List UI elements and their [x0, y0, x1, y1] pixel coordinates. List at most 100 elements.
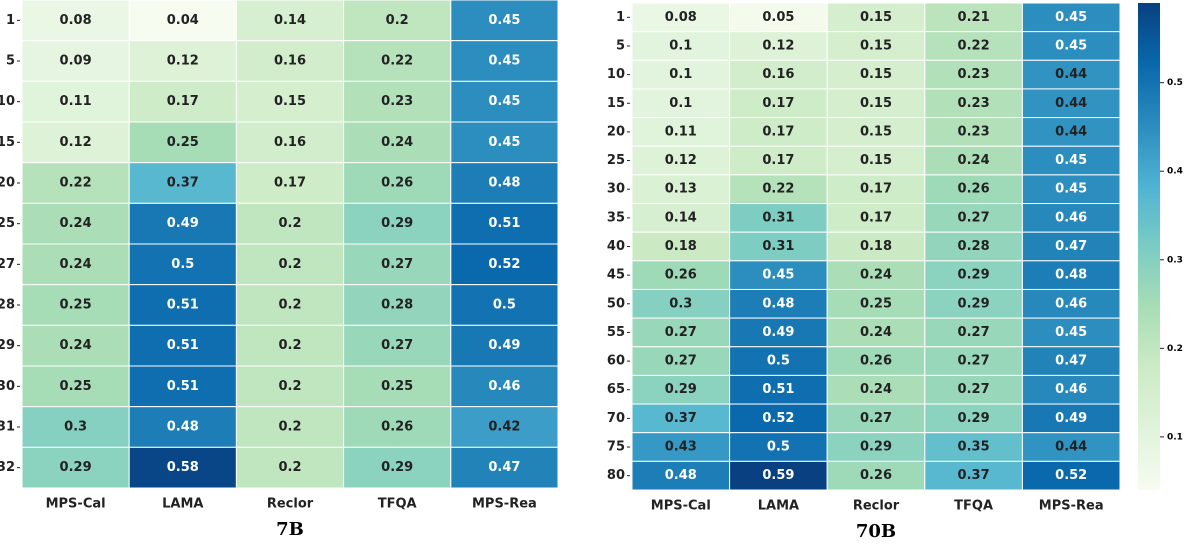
y-tick-label: 25 — [0, 216, 15, 231]
cell-label: 0.51 — [488, 216, 520, 231]
heatmap-cell — [729, 346, 828, 376]
cell-label: 0.46 — [1055, 210, 1087, 225]
cell-label: 0.2 — [278, 216, 301, 231]
cell-label: 0.47 — [1055, 354, 1087, 369]
heatmap-cell — [924, 403, 1023, 434]
heatmap-cell — [826, 432, 926, 462]
cell-label: 0.24 — [958, 153, 990, 168]
cell-label: 0.12 — [665, 153, 697, 168]
cell-label: 0.52 — [488, 257, 520, 272]
heatmap-cell — [235, 324, 345, 367]
heatmap-cell — [729, 460, 828, 491]
heatmap-cell — [21, 446, 130, 489]
cell-label: 0.49 — [167, 216, 199, 231]
cell-label: 0.24 — [860, 268, 892, 283]
heatmap-cell — [450, 202, 559, 245]
cell-label: 0.45 — [1055, 10, 1087, 25]
cell-label: 0.24 — [381, 135, 413, 150]
heatmap-cell — [924, 460, 1023, 491]
cell-label: 0.45 — [1055, 153, 1087, 168]
y-tick-label: 20 — [607, 124, 625, 139]
cell-label: 0.52 — [1055, 468, 1087, 483]
cell-label: 0.24 — [860, 382, 892, 397]
heatmap-cell — [235, 121, 345, 164]
heatmap-cell — [450, 162, 559, 204]
heatmap-cell — [631, 2, 731, 33]
cell-label: 0.17 — [762, 96, 794, 111]
heatmap-cell — [1021, 174, 1121, 205]
cell-label: 0.17 — [167, 94, 199, 109]
cell-label: 0.46 — [488, 379, 520, 394]
cell-label: 0.28 — [381, 298, 413, 313]
heatmap-cell — [924, 288, 1023, 319]
cell-label: 0.25 — [60, 379, 92, 394]
y-tick-label: 75 — [607, 440, 625, 455]
cell-label: 0.46 — [1055, 296, 1087, 311]
cell-label: 0.37 — [958, 468, 990, 483]
heatmap-cell — [826, 374, 926, 405]
y-tick-label: 29 — [0, 338, 15, 353]
heatmap-cell — [729, 432, 828, 462]
cell-label: 0.48 — [1055, 268, 1087, 283]
heatmap-cell — [631, 374, 731, 405]
heatmap-cell — [450, 121, 559, 164]
cell-label: 0.26 — [665, 268, 697, 283]
cell-label: 0.25 — [167, 135, 199, 150]
y-tick-label: 80 — [607, 468, 625, 483]
cell-label: 0.15 — [860, 124, 892, 139]
heatmap-cell — [450, 324, 559, 367]
cell-label: 0.17 — [762, 153, 794, 168]
cell-label: 0.12 — [762, 38, 794, 53]
heatmap-cell — [729, 317, 828, 348]
heatmap-cell — [21, 40, 130, 82]
y-tick-label: 60 — [607, 354, 625, 369]
heatmap-cell — [826, 203, 926, 233]
y-tick-label: 10 — [607, 67, 625, 82]
cell-label: 0.51 — [167, 379, 199, 394]
cell-label: 0.15 — [860, 153, 892, 168]
heatmap-cell — [826, 317, 926, 348]
x-tick-label: MPS-Rea — [1039, 499, 1104, 514]
cell-label: 0.15 — [860, 96, 892, 111]
cell-label: 0.22 — [958, 38, 990, 53]
cell-label: 0.24 — [860, 325, 892, 340]
cell-label: 0.45 — [488, 13, 520, 28]
cell-label: 0.44 — [1055, 96, 1087, 111]
cell-label: 0.35 — [958, 440, 990, 455]
heatmap-cell — [128, 121, 237, 164]
cell-label: 0.16 — [274, 54, 306, 69]
colorbar-tick-label: 0.3 — [1167, 255, 1183, 265]
heatmap-cell — [1021, 59, 1121, 90]
cell-label: 0.29 — [381, 460, 413, 475]
y-tick-label: 50 — [607, 296, 625, 311]
cell-label: 0.5 — [493, 298, 516, 313]
heatmap-cell — [21, 406, 130, 448]
y-tick-label: 15 — [607, 96, 625, 111]
cell-label: 0.2 — [278, 379, 301, 394]
heatmap-cell — [343, 406, 452, 448]
y-tick-label: 70 — [607, 411, 625, 426]
cell-label: 0.27 — [381, 338, 413, 353]
cell-label: 0.37 — [167, 176, 199, 191]
heatmap-cell — [1021, 346, 1121, 376]
cell-label: 0.12 — [167, 54, 199, 69]
cell-label: 0.23 — [958, 124, 990, 139]
heatmap-cell — [343, 80, 452, 123]
cell-label: 0.51 — [167, 298, 199, 313]
cell-label: 0.17 — [860, 210, 892, 225]
cell-label: 0.48 — [488, 176, 520, 191]
cell-label: 0.12 — [60, 135, 92, 150]
cell-label: 0.29 — [60, 460, 92, 475]
cell-label: 0.29 — [381, 216, 413, 231]
heatmap-cell — [235, 446, 345, 489]
heatmap-cell — [21, 284, 130, 326]
heatmap-cell — [826, 460, 926, 491]
cell-label: 0.3 — [64, 420, 87, 435]
cell-label: 0.44 — [1055, 67, 1087, 82]
colorbar-tick-label: 0.5 — [1167, 78, 1183, 88]
y-tick-label: 45 — [607, 268, 625, 283]
cell-label: 0.15 — [860, 10, 892, 25]
y-tick-label: 40 — [607, 239, 625, 254]
colorbar — [1138, 3, 1160, 490]
